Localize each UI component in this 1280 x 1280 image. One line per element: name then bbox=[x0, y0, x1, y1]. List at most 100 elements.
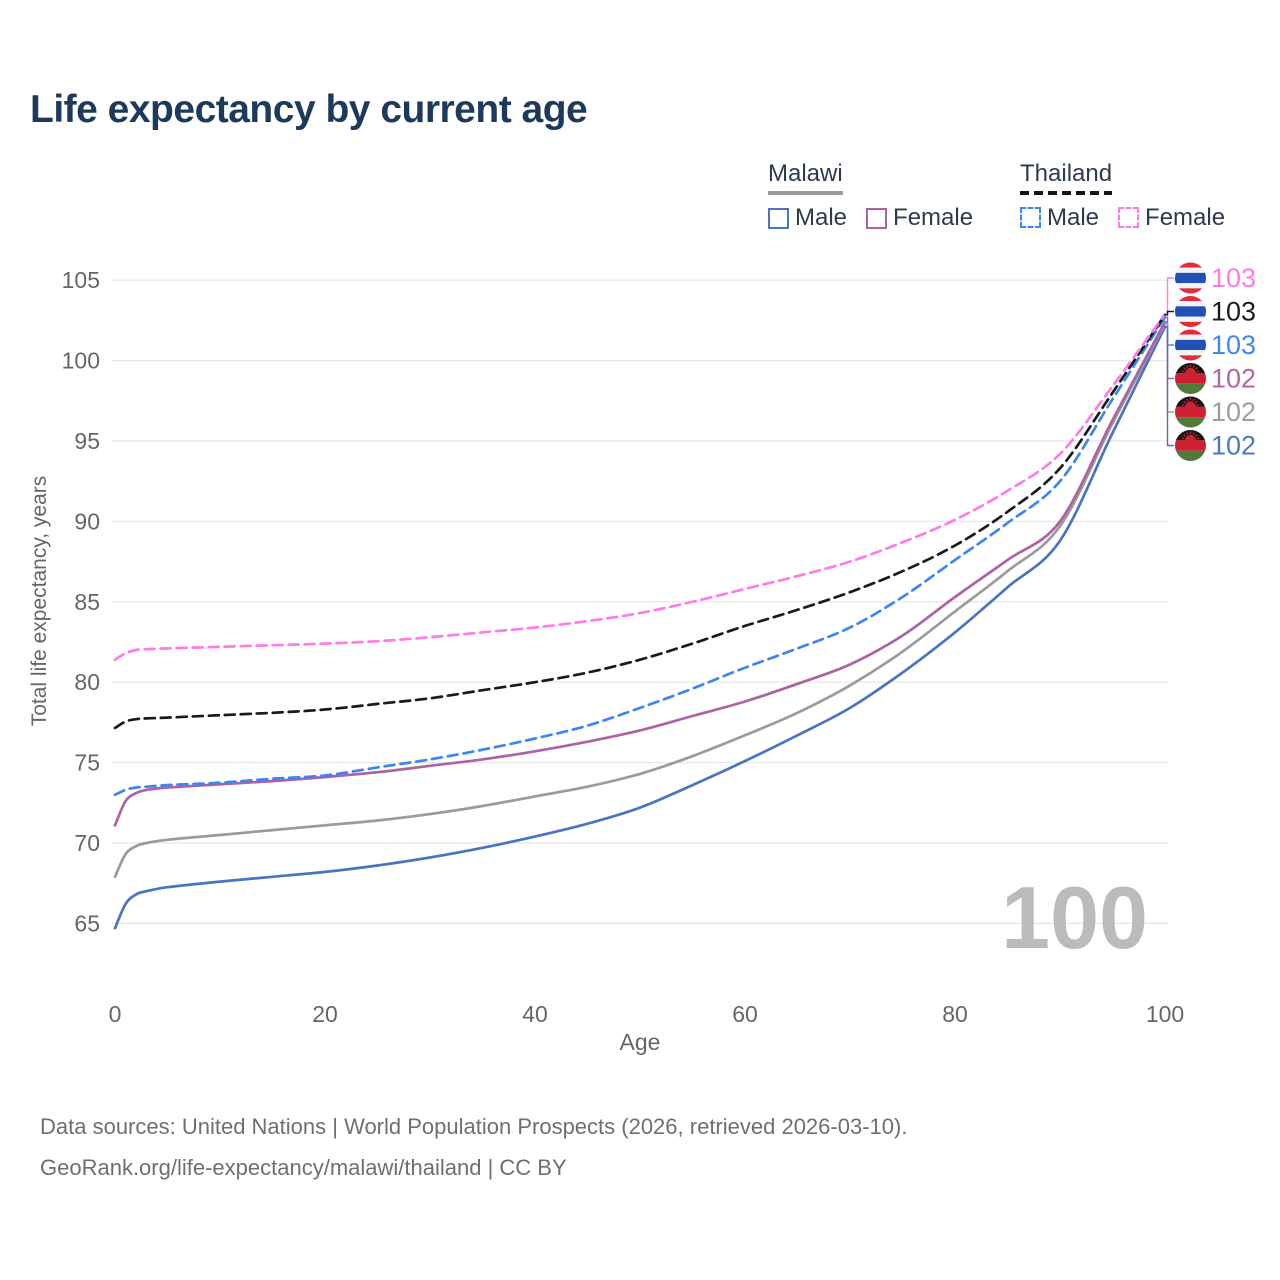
malawi-male-swatch-icon bbox=[768, 207, 789, 229]
end-value-label-thailand_all: 103 bbox=[1211, 297, 1256, 327]
legend-item-malawi-female[interactable]: Female bbox=[866, 204, 973, 232]
stripe bbox=[1175, 262, 1206, 268]
sun-ray bbox=[1181, 370, 1185, 373]
legend-item-malawi-male[interactable]: Male bbox=[768, 204, 847, 232]
stripe bbox=[1175, 301, 1206, 307]
stripe bbox=[1175, 406, 1206, 418]
sun-ray bbox=[1192, 432, 1195, 435]
legend-items-thailand: Male Female bbox=[1020, 204, 1225, 232]
stripe bbox=[1175, 306, 1206, 317]
stripe bbox=[1175, 267, 1206, 273]
legend-group-malawi-header[interactable]: Malawi bbox=[768, 160, 843, 195]
legend-group-thailand-header[interactable]: Thailand bbox=[1020, 160, 1113, 195]
thailand-flag-stripes bbox=[1175, 296, 1206, 327]
legend-group-thailand-label: Thailand bbox=[1020, 160, 1113, 187]
series-line-thailand_male[interactable] bbox=[113, 315, 1167, 797]
series-line-thailand_female[interactable] bbox=[113, 312, 1167, 662]
series-line-malawi_male[interactable] bbox=[113, 325, 1167, 930]
y-tick-label-95: 95 bbox=[74, 428, 100, 454]
thailand-flag-icon bbox=[1175, 329, 1206, 361]
y-tick-label-90: 90 bbox=[74, 508, 100, 534]
thailand-flag-icon bbox=[1175, 296, 1206, 327]
x-axis-title: Age bbox=[620, 1029, 661, 1055]
malawi-solid-line-swatch-icon bbox=[768, 191, 843, 195]
malawi-flag-icon bbox=[1175, 363, 1206, 394]
stripe bbox=[1175, 450, 1206, 461]
sun-ray bbox=[1186, 398, 1189, 402]
x-tick-label-100: 100 bbox=[1146, 1001, 1184, 1027]
stripe bbox=[1175, 283, 1206, 289]
y-tick-label-100: 100 bbox=[62, 348, 100, 374]
series-line-malawi_all[interactable] bbox=[113, 322, 1167, 879]
y-tick-label-75: 75 bbox=[74, 750, 100, 776]
thailand-female-swatch-icon bbox=[1118, 207, 1140, 228]
legend-group-thailand: Thailand Male Female bbox=[1020, 160, 1225, 232]
sun-ray bbox=[1183, 367, 1187, 370]
stripe bbox=[1175, 440, 1206, 451]
sun-ray bbox=[1196, 403, 1200, 406]
malawi-female-swatch-icon bbox=[866, 207, 888, 229]
sun-ray bbox=[1186, 432, 1189, 435]
legend-item-thailand-male[interactable]: Male bbox=[1020, 204, 1099, 232]
stripe bbox=[1175, 316, 1206, 322]
stripe bbox=[1175, 417, 1206, 428]
y-tick-label-105: 105 bbox=[62, 267, 100, 293]
legend-items-malawi: Male Female bbox=[768, 204, 973, 232]
x-tick-label-60: 60 bbox=[732, 1001, 758, 1027]
footer: Data sources: United Nations | World Pop… bbox=[40, 1106, 907, 1188]
end-value-label-malawi_all: 102 bbox=[1211, 397, 1256, 427]
stripe bbox=[1175, 296, 1206, 302]
malawi-flag-stripes bbox=[1175, 430, 1206, 461]
y-tick-label-80: 80 bbox=[74, 669, 100, 695]
sun-ray bbox=[1194, 434, 1198, 437]
legend-item-malawi-male-label: Male bbox=[795, 204, 848, 231]
series-line-malawi_female[interactable] bbox=[113, 320, 1167, 827]
sun-ray bbox=[1196, 437, 1200, 440]
stripe bbox=[1175, 321, 1206, 327]
leader-line-malawi_all bbox=[1164, 322, 1174, 413]
x-tick-label-80: 80 bbox=[942, 1001, 968, 1027]
sun-ray bbox=[1192, 365, 1195, 368]
rising-sun bbox=[1185, 367, 1196, 374]
legend-group-malawi-label: Malawi bbox=[768, 160, 843, 187]
sun-ray bbox=[1183, 434, 1187, 437]
footer-source-link: GeoRank.org/life-expectancy/malawi/thail… bbox=[40, 1155, 567, 1180]
stripe bbox=[1175, 339, 1206, 351]
legend-item-malawi-female-label: Female bbox=[893, 204, 974, 231]
rising-sun bbox=[1185, 401, 1196, 407]
malawi-flag-stripes bbox=[1175, 363, 1206, 394]
leader-line-malawi_female bbox=[1164, 321, 1174, 380]
end-value-label-malawi_male: 102 bbox=[1211, 431, 1256, 461]
thailand-male-swatch-icon bbox=[1020, 207, 1041, 228]
stripe bbox=[1175, 329, 1206, 335]
sun-ray bbox=[1181, 403, 1185, 406]
malawi-flag-icon bbox=[1175, 430, 1206, 461]
malawi-flag-icon bbox=[1175, 396, 1206, 428]
y-axis-title: Total life expectancy, years bbox=[28, 476, 51, 727]
end-value-label-thailand_female: 103 bbox=[1211, 263, 1256, 293]
sun-ray bbox=[1183, 400, 1187, 404]
sun-ray bbox=[1186, 365, 1189, 368]
stripe bbox=[1175, 288, 1206, 294]
sun-ray bbox=[1192, 398, 1195, 402]
stripe bbox=[1175, 272, 1206, 284]
leader-line-malawi_male bbox=[1164, 326, 1174, 447]
leader-line-thailand_female bbox=[1164, 277, 1174, 315]
series-line-thailand_all[interactable] bbox=[113, 313, 1167, 730]
malawi-flag-stripes bbox=[1175, 396, 1206, 428]
thailand-flag-stripes bbox=[1175, 329, 1206, 361]
stripe bbox=[1175, 355, 1206, 361]
legend-item-thailand-female[interactable]: Female bbox=[1118, 204, 1225, 232]
x-tick-label-40: 40 bbox=[522, 1001, 548, 1027]
stripe bbox=[1175, 350, 1206, 356]
sun-ray bbox=[1194, 400, 1198, 404]
end-value-label-malawi_female: 102 bbox=[1211, 364, 1256, 394]
y-tick-label-65: 65 bbox=[74, 910, 100, 936]
thailand-dashed-line-swatch-icon bbox=[1020, 191, 1113, 195]
x-tick-label-0: 0 bbox=[109, 1001, 122, 1027]
legend-group-malawi: Malawi Male Female bbox=[768, 160, 973, 232]
thailand-flag-stripes bbox=[1175, 262, 1206, 294]
page-title: Life expectancy by current age bbox=[30, 88, 588, 131]
